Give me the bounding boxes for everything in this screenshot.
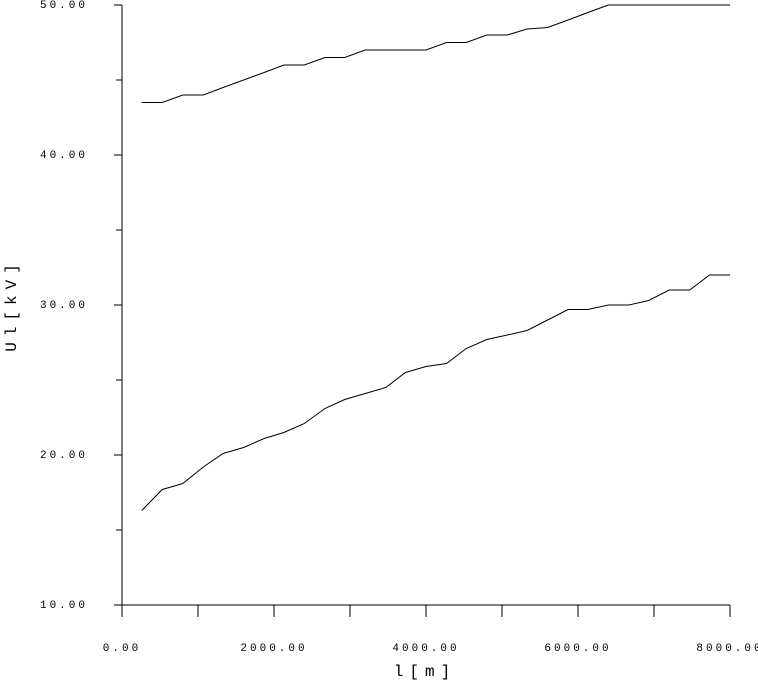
y-tick-label: 20.00	[40, 450, 88, 462]
x-tick-label: 6000.00	[544, 643, 611, 655]
y-tick-label: 40.00	[40, 150, 88, 162]
y-tick-label: 10.00	[40, 600, 88, 612]
x-tick-label: 0.00	[103, 643, 141, 655]
data-line	[141, 4, 730, 103]
y-tick-label: 50.00	[40, 0, 88, 12]
y-tick-label: 30.00	[40, 300, 88, 312]
x-tick-label: 4000.00	[392, 643, 459, 655]
x-axis-title: l[m]	[394, 663, 456, 681]
x-tick-label: 2000.00	[240, 643, 307, 655]
y-axis-title: Ul[kV]	[3, 258, 21, 352]
x-tick-label: 8000.00	[696, 643, 758, 655]
data-line	[141, 274, 730, 511]
